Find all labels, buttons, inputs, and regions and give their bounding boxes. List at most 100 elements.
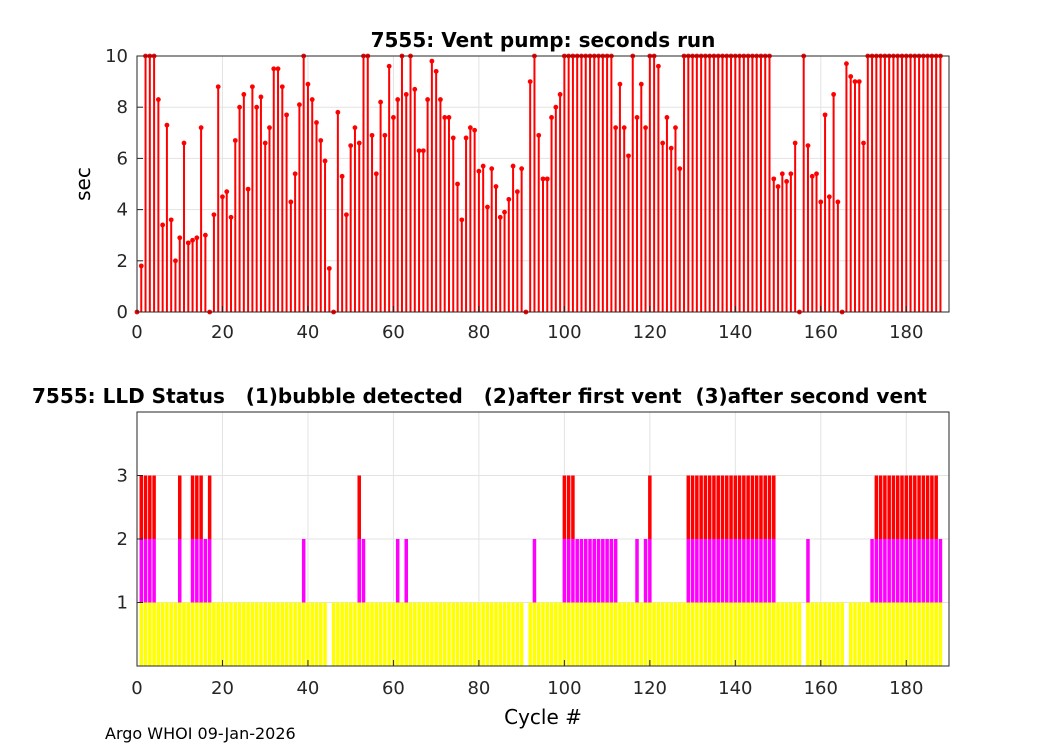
stem-point	[510, 163, 516, 169]
stem-point	[190, 237, 195, 243]
lld-bar-level-1	[784, 602, 789, 666]
lld-bar-level-3	[177, 475, 182, 539]
lld-bar-level-1	[703, 602, 708, 666]
lld-bar-level-3	[195, 475, 199, 539]
lld-bar-level-1	[370, 602, 374, 666]
lld-x-tick-label: 60	[382, 678, 405, 699]
lld-bar-level-2	[613, 539, 618, 603]
stem-x-tick-label: 60	[382, 322, 405, 343]
lld-bar-level-1	[596, 602, 601, 666]
lld-bar-level-1	[434, 602, 438, 666]
lld-bar-level-1	[477, 602, 481, 666]
lld-bar-level-2	[199, 539, 203, 603]
lld-chart-title: 7555: LLD Status (1)bubble detected (2)a…	[32, 384, 927, 408]
lld-bar-level-1	[507, 602, 511, 666]
lld-bar-level-1	[408, 602, 413, 666]
lld-bar-level-2	[190, 539, 195, 603]
lld-bar-level-3	[891, 475, 896, 539]
lld-bar-level-2	[609, 539, 614, 603]
lld-bar-level-1	[686, 602, 691, 666]
lld-bar-level-1	[648, 602, 652, 666]
lld-bar-level-1	[630, 602, 635, 666]
stem-point	[352, 125, 358, 131]
lld-bar-level-1	[819, 602, 823, 666]
lld-bar-level-1	[498, 602, 503, 666]
lld-bar-level-1	[404, 602, 408, 666]
stem-point	[168, 217, 174, 223]
lld-bar-level-1	[344, 602, 349, 666]
lld-bar-level-1	[293, 602, 297, 666]
stem-point	[450, 135, 456, 141]
stem-chart-title: 7555: Vent pump: seconds run	[371, 28, 716, 52]
stem-point	[160, 222, 166, 228]
stem-y-tick-label: 10	[105, 46, 128, 67]
stem-point	[249, 84, 255, 90]
lld-bar-level-1	[395, 602, 400, 666]
stem-point	[297, 102, 302, 108]
stem-y-tick-label: 8	[117, 97, 128, 118]
stem-point	[254, 104, 260, 110]
lld-bar-level-1	[549, 602, 554, 666]
lld-bar-level-3	[729, 475, 733, 539]
lld-bar-level-1	[913, 602, 917, 666]
stem-point	[826, 194, 832, 200]
lld-y-tick-label: 1	[117, 593, 128, 614]
lld-bar-level-2	[750, 539, 755, 603]
lld-bar-level-2	[772, 539, 776, 603]
lld-bar-level-2	[712, 539, 716, 603]
lld-bar-level-1	[652, 602, 656, 666]
lld-bar-level-3	[139, 475, 144, 539]
stem-x-tick-label: 0	[131, 322, 142, 343]
lld-bar-level-1	[348, 602, 353, 666]
lld-bar-level-1	[511, 602, 515, 666]
stem-point	[502, 209, 507, 215]
lld-bar-level-1	[575, 602, 579, 666]
lld-bar-level-3	[754, 475, 759, 539]
stem-point	[211, 212, 217, 218]
lld-bar-level-1	[152, 602, 156, 666]
lld-bar-level-1	[289, 602, 293, 666]
stem-point	[553, 104, 559, 110]
lld-bar-level-2	[900, 539, 904, 603]
stem-point	[344, 212, 349, 218]
lld-bar-level-1	[793, 602, 797, 666]
lld-bar-level-1	[690, 602, 695, 666]
lld-bar-level-1	[763, 602, 767, 666]
lld-bar-level-3	[887, 475, 891, 539]
stem-x-tick-label: 40	[296, 322, 319, 343]
lld-bars	[139, 475, 943, 666]
stem-point	[459, 217, 465, 223]
lld-bar-level-1	[558, 602, 562, 666]
lld-bar-level-2	[742, 539, 746, 603]
lld-bar-level-1	[626, 602, 631, 666]
lld-bar-level-1	[242, 602, 246, 666]
lld-bar-level-1	[669, 602, 673, 666]
stem-point	[271, 66, 277, 72]
lld-bar-level-1	[665, 602, 669, 666]
lld-bar-level-3	[904, 475, 909, 539]
lld-bar-level-3	[686, 475, 691, 539]
stem-point	[664, 115, 670, 120]
lld-bar-level-1	[814, 602, 819, 666]
lld-bar-level-2	[874, 539, 879, 603]
lld-bar-level-1	[374, 602, 379, 666]
stem-point	[382, 132, 388, 138]
stem-point	[634, 115, 640, 120]
stem-x-tick-label: 160	[804, 322, 838, 343]
stem-point	[613, 125, 619, 131]
stem-point	[668, 145, 674, 151]
lld-bar-level-1	[583, 602, 588, 666]
stem-point	[536, 132, 542, 138]
lld-bar-level-3	[207, 475, 212, 539]
stem-x-tick-label: 180	[889, 322, 923, 343]
lld-bar-level-1	[485, 602, 490, 666]
lld-bar-level-1	[259, 602, 263, 666]
stem-point	[638, 81, 644, 87]
lld-bar-level-3	[772, 475, 776, 539]
lld-bar-level-1	[891, 602, 896, 666]
lld-bar-level-2	[643, 539, 648, 603]
lld-bar-level-1	[143, 602, 148, 666]
lld-bar-level-2	[357, 539, 361, 603]
lld-bar-level-1	[917, 602, 921, 666]
lld-bar-level-2	[596, 539, 601, 603]
